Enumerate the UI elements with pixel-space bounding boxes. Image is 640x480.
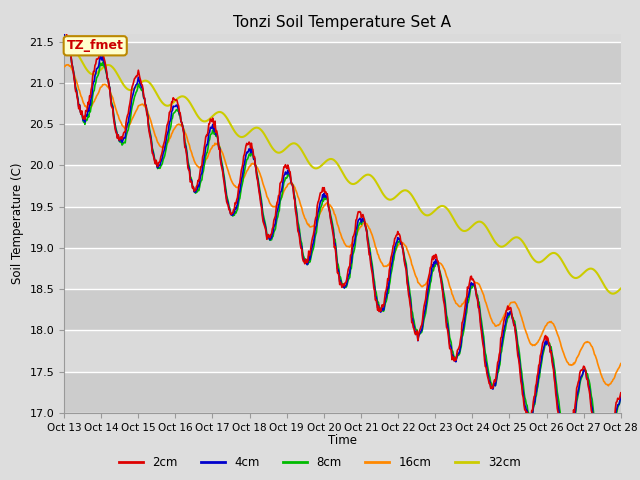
Y-axis label: Soil Temperature (C): Soil Temperature (C) <box>11 162 24 284</box>
Bar <box>64 124 621 166</box>
4cm <box>60 30 68 36</box>
4cm <box>70 74 78 80</box>
32cm <box>71 48 79 54</box>
4cm <box>184 162 192 168</box>
2cm <box>184 165 192 171</box>
Bar <box>64 330 621 372</box>
16cm <box>428 271 435 277</box>
Bar <box>64 289 621 330</box>
16cm <box>214 142 222 147</box>
32cm <box>214 109 222 115</box>
8cm <box>214 134 221 140</box>
2cm <box>127 88 135 94</box>
2cm <box>410 326 418 332</box>
32cm <box>185 98 193 104</box>
Legend: 2cm, 4cm, 8cm, 16cm, 32cm: 2cm, 4cm, 8cm, 16cm, 32cm <box>115 452 525 474</box>
8cm <box>184 159 192 165</box>
16cm <box>60 64 68 70</box>
8cm <box>70 73 78 79</box>
Line: 4cm: 4cm <box>64 33 621 480</box>
8cm <box>617 394 625 399</box>
8cm <box>426 280 434 286</box>
2cm <box>426 264 434 270</box>
32cm <box>609 291 617 297</box>
2cm <box>617 390 625 396</box>
4cm <box>426 274 434 280</box>
Line: 2cm: 2cm <box>64 26 621 480</box>
Line: 32cm: 32cm <box>64 49 621 294</box>
16cm <box>605 383 612 389</box>
32cm <box>128 87 136 93</box>
4cm <box>127 98 135 104</box>
2cm <box>70 75 78 81</box>
Bar <box>64 166 621 207</box>
Line: 8cm: 8cm <box>64 41 621 476</box>
16cm <box>64 62 72 68</box>
Bar <box>64 0 621 42</box>
16cm <box>71 73 79 79</box>
2cm <box>60 23 68 29</box>
32cm <box>428 211 435 217</box>
Line: 16cm: 16cm <box>64 65 621 386</box>
2cm <box>214 131 221 137</box>
Bar <box>64 372 621 413</box>
Title: Tonzi Soil Temperature Set A: Tonzi Soil Temperature Set A <box>234 15 451 30</box>
Bar <box>64 248 621 289</box>
16cm <box>128 116 136 122</box>
32cm <box>60 51 68 57</box>
8cm <box>127 108 135 114</box>
4cm <box>214 132 221 138</box>
32cm <box>411 197 419 203</box>
8cm <box>600 473 607 479</box>
16cm <box>411 271 419 276</box>
X-axis label: Time: Time <box>328 434 357 447</box>
16cm <box>185 141 193 146</box>
8cm <box>60 38 68 44</box>
8cm <box>410 318 418 324</box>
32cm <box>67 47 75 52</box>
Bar <box>64 207 621 248</box>
4cm <box>600 479 607 480</box>
Bar <box>64 83 621 124</box>
16cm <box>617 360 625 366</box>
32cm <box>617 286 625 291</box>
Text: TZ_fmet: TZ_fmet <box>67 39 124 52</box>
4cm <box>410 323 418 329</box>
4cm <box>617 394 625 399</box>
Bar <box>64 42 621 83</box>
